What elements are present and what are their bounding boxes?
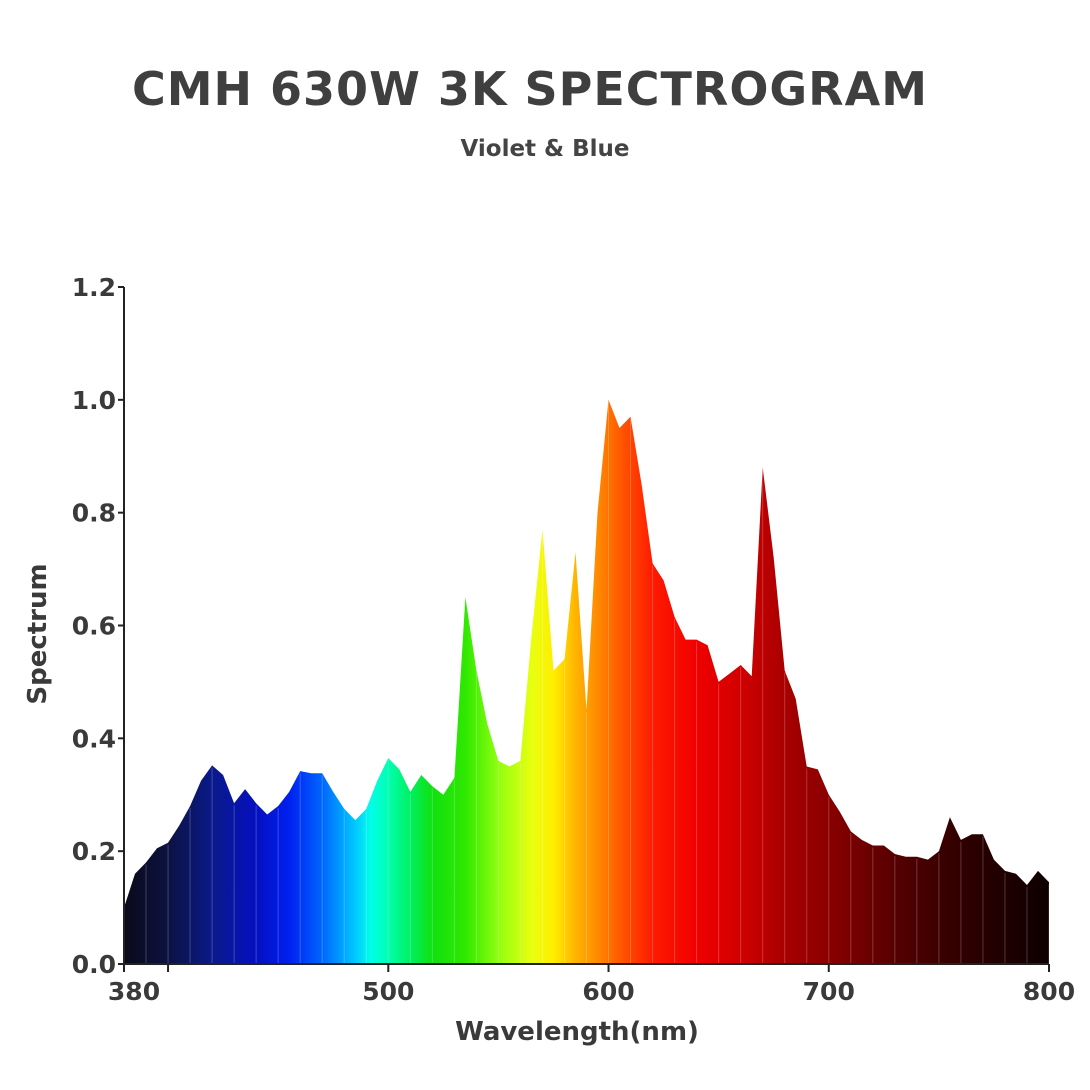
y-tick-label: 0.2: [72, 837, 116, 866]
chart-subtitle: Violet & Blue: [460, 136, 630, 162]
x-tick-label: 700: [803, 977, 855, 1006]
spectrum-area: [124, 399, 1049, 964]
chart-title: CMH 630W 3K SPECTROGRAM: [132, 62, 928, 116]
x-tick-label: 380: [108, 977, 160, 1006]
y-tick-label: 0.8: [72, 499, 116, 528]
x-tick-label: 800: [1023, 977, 1075, 1006]
y-axis-label: Spectrum: [23, 563, 53, 704]
y-tick-label: 0.0: [72, 950, 116, 979]
x-tick-label: 500: [362, 977, 414, 1006]
y-tick-label: 1.2: [72, 273, 116, 302]
y-tick-label: 0.6: [72, 612, 116, 641]
x-tick-label: 600: [582, 977, 634, 1006]
y-tick-label: 1.0: [72, 386, 116, 415]
y-tick-label: 0.4: [72, 724, 116, 753]
x-axis-label: Wavelength(nm): [455, 1017, 699, 1047]
